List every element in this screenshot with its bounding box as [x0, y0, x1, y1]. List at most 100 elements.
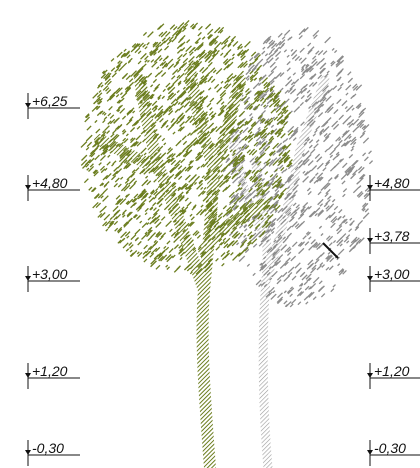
leaf-stroke — [169, 228, 173, 233]
leaf-stroke — [267, 179, 275, 187]
leaf-stroke — [214, 26, 221, 34]
leaf-stroke — [328, 211, 336, 219]
leaf-stroke — [231, 110, 237, 116]
leaf-stroke — [301, 63, 306, 69]
leaf-stroke — [200, 75, 205, 80]
leaf-stroke — [204, 71, 211, 79]
leaf-stroke — [176, 169, 184, 177]
leaf-stroke — [154, 114, 159, 119]
leaf-stroke — [316, 109, 321, 113]
leaf-stroke — [330, 215, 337, 223]
leaf-stroke — [139, 189, 146, 197]
leaf-stroke — [120, 157, 128, 165]
leaf-stroke — [120, 92, 128, 99]
leaf-stroke — [134, 47, 141, 54]
leaf-stroke — [332, 156, 337, 161]
leaf-stroke — [250, 121, 257, 127]
leaf-stroke — [320, 57, 325, 63]
leaf-stroke — [241, 218, 247, 224]
leaf-stroke — [133, 214, 138, 219]
leaf-stroke — [194, 231, 200, 237]
leaf-stroke — [203, 186, 207, 190]
leaf-stroke — [346, 240, 350, 244]
leaf-stroke — [195, 267, 203, 275]
leaf-stroke — [357, 104, 362, 110]
leaf-stroke — [253, 67, 260, 74]
leaf-stroke — [224, 118, 229, 124]
leaf-stroke — [269, 88, 274, 93]
leaf-stroke — [94, 194, 100, 199]
leaf-stroke — [308, 81, 314, 88]
leaf-stroke — [254, 227, 258, 232]
leaf-stroke — [266, 214, 270, 218]
leaf-stroke — [271, 180, 277, 186]
leaf-stroke — [129, 81, 135, 87]
leaf-stroke — [259, 267, 264, 272]
leaf-stroke — [278, 195, 283, 200]
leaf-stroke — [151, 100, 158, 107]
leaf-stroke — [207, 212, 215, 220]
leaf-stroke — [279, 117, 287, 124]
leaf-stroke — [287, 125, 295, 133]
leaf-stroke — [204, 265, 211, 273]
leaf-stroke — [340, 142, 346, 148]
leaf-stroke — [223, 63, 230, 71]
leaf-stroke — [306, 138, 311, 142]
leaf-stroke — [89, 150, 96, 157]
leaf-stroke — [99, 209, 103, 213]
leaf-stroke — [209, 262, 213, 267]
leaf-stroke — [299, 210, 306, 217]
leaf-stroke — [279, 103, 285, 109]
leaf-stroke — [227, 176, 232, 181]
leaf-stroke — [151, 158, 157, 164]
leaf-stroke — [172, 131, 176, 135]
leaf-stroke — [237, 235, 242, 240]
leaf-stroke — [170, 192, 176, 197]
leaf-stroke — [221, 262, 225, 267]
leaf-stroke — [350, 236, 358, 244]
leaf-stroke — [264, 212, 269, 217]
leaf-stroke — [336, 240, 343, 247]
leaf-stroke — [264, 145, 271, 152]
leaf-stroke — [287, 164, 293, 170]
leaf-stroke — [113, 118, 119, 124]
leaf-stroke — [267, 222, 274, 229]
leaf-stroke — [349, 217, 353, 221]
leaf-stroke — [237, 52, 242, 57]
leaf-stroke — [263, 81, 268, 87]
leaf-stroke — [315, 139, 320, 143]
leaf-stroke — [308, 263, 314, 269]
leaf-stroke — [325, 235, 331, 241]
leaf-stroke — [269, 159, 274, 164]
level-label: +3,00 — [32, 266, 68, 282]
leaf-stroke — [178, 149, 185, 157]
leaf-stroke — [251, 235, 257, 241]
leaf-stroke — [268, 103, 274, 108]
leaf-stroke — [275, 176, 282, 183]
leaf-stroke — [215, 246, 221, 251]
leaf-stroke — [327, 87, 334, 94]
leaf-stroke — [222, 169, 226, 173]
leaf-stroke — [214, 189, 221, 196]
leaf-stroke — [299, 47, 305, 53]
leaf-stroke — [160, 123, 166, 129]
leaf-stroke — [342, 218, 348, 224]
leaf-stroke — [168, 107, 173, 113]
leaf-stroke — [317, 209, 324, 216]
leaf-stroke — [276, 183, 281, 188]
leaf-stroke — [308, 236, 312, 240]
leaf-stroke — [187, 149, 193, 155]
leaf-stroke — [329, 165, 336, 172]
leaf-stroke — [347, 133, 352, 138]
leaf-stroke — [195, 107, 202, 114]
leaf-stroke — [257, 113, 264, 120]
leaf-stroke — [246, 263, 251, 267]
leaf-stroke — [102, 119, 106, 124]
leaf-stroke — [101, 111, 106, 115]
leaf-stroke — [137, 67, 144, 75]
leaf-stroke — [142, 79, 147, 85]
leaf-stroke — [268, 291, 273, 297]
leaf-stroke — [170, 157, 175, 163]
leaf-stroke — [227, 114, 232, 120]
leaf-stroke — [290, 133, 295, 137]
